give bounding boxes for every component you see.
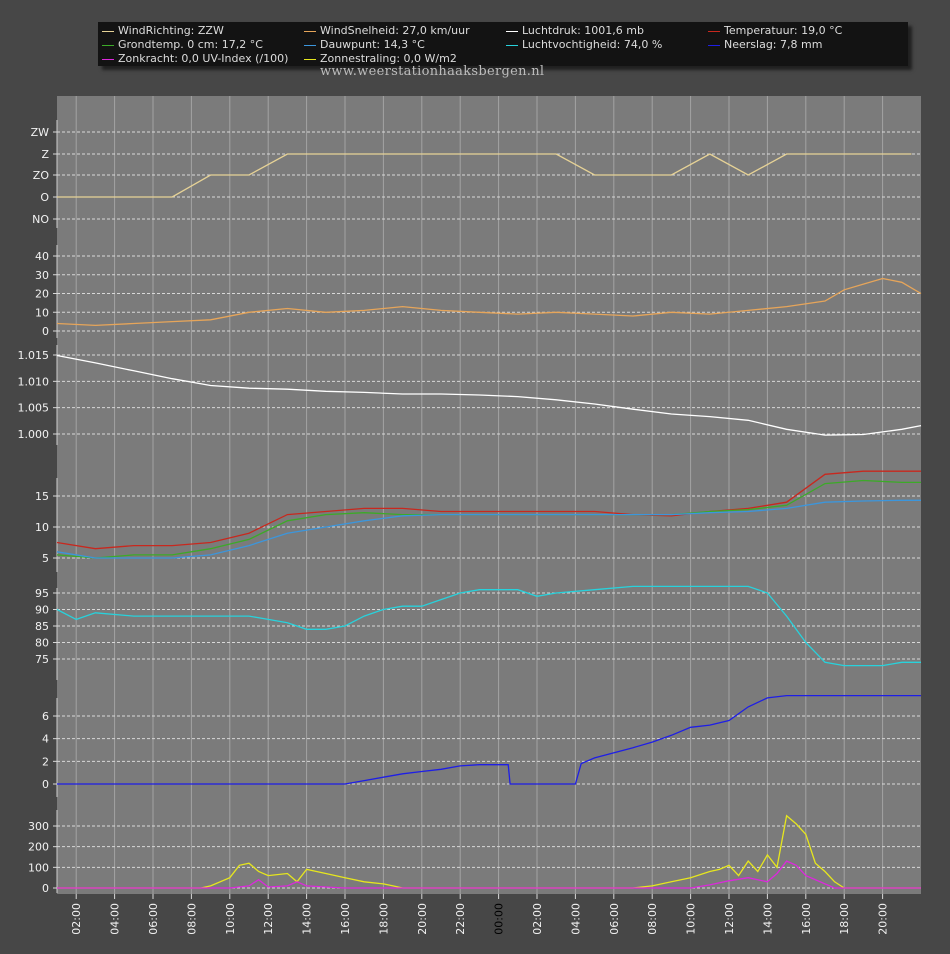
- legend-swatch: [708, 31, 720, 32]
- series-line-temperatuur: [56, 470, 921, 550]
- x-tick-label: 00:00: [493, 903, 506, 935]
- x-tick-label: 18:00: [377, 903, 390, 935]
- series-line-luchtdruk: [56, 354, 922, 436]
- legend-item-zonnestraling: Zonnestraling: 0,0 W/m2: [304, 52, 457, 65]
- x-tick-label: 02:00: [70, 903, 83, 935]
- legend-item-zonkracht: Zonkracht: 0,0 UV-Index (/100): [102, 52, 288, 65]
- legend-swatch: [506, 31, 518, 32]
- y-tick-label: 200: [28, 841, 49, 854]
- legend-item-luchtdruk: Luchtdruk: 1001,6 mb: [506, 24, 644, 37]
- y-tick-label: 15: [35, 490, 49, 503]
- y-tick-label: 0: [42, 882, 49, 895]
- x-tick-label: 10:00: [685, 903, 698, 935]
- x-tick-label: 04:00: [109, 903, 122, 935]
- x-tick-label: 02:00: [531, 903, 544, 935]
- y-tick-label: O: [40, 191, 49, 204]
- watermark: www.weerstationhaaksbergen.nl: [320, 64, 545, 79]
- y-tick-label: 0: [42, 778, 49, 791]
- legend-item-dauwpunt: Dauwpunt: 14,3 °C: [304, 38, 425, 51]
- x-tick-label: 12:00: [723, 903, 736, 935]
- legend: WindRichting: ZZW WindSnelheid: 27,0 km/…: [98, 22, 908, 66]
- x-tick-label: 14:00: [301, 903, 314, 935]
- series-line-windsnelheid: [56, 277, 922, 327]
- series-line-luchtvochtigheid: [56, 585, 921, 667]
- plot-area: [57, 96, 921, 894]
- y-tick-label: 300: [28, 820, 49, 833]
- x-tick-label: 08:00: [646, 903, 659, 935]
- y-tick-label: 85: [35, 620, 49, 633]
- series-line-windrichting: [57, 153, 912, 198]
- y-tick-label: 0: [42, 325, 49, 338]
- x-tick-label: 08:00: [185, 903, 198, 935]
- y-tick-label: 10: [35, 521, 49, 534]
- legend-swatch: [102, 59, 114, 60]
- y-tick-label: 6: [42, 710, 49, 723]
- x-tick-label: 06:00: [147, 903, 160, 935]
- y-tick-label: 95: [35, 587, 49, 600]
- x-tick-label: 20:00: [416, 903, 429, 935]
- x-tick-label: 20:00: [877, 903, 890, 935]
- x-tick-label: 14:00: [761, 903, 774, 935]
- y-tick-label: 30: [35, 269, 49, 282]
- y-tick-label: 40: [35, 250, 49, 263]
- legend-item-grondtemp: Grondtemp. 0 cm: 17,2 °C: [102, 38, 263, 51]
- x-tick-label: 04:00: [569, 903, 582, 935]
- series-line-neerslag: [57, 694, 921, 785]
- y-tick-label: 1.015: [18, 349, 50, 362]
- x-tick-label: 16:00: [339, 903, 352, 935]
- y-tick-label: 90: [35, 604, 49, 617]
- y-tick-label: NO: [32, 213, 49, 226]
- legend-swatch: [708, 45, 720, 46]
- legend-swatch: [102, 45, 114, 46]
- legend-swatch: [506, 45, 518, 46]
- legend-item-luchtvochtigheid: Luchtvochtigheid: 74,0 %: [506, 38, 662, 51]
- x-tick-label: 12:00: [262, 903, 275, 935]
- y-tick-label: 4: [42, 733, 49, 746]
- y-tick-label: 100: [28, 861, 49, 874]
- legend-swatch: [102, 31, 114, 32]
- y-tick-label: 80: [35, 637, 49, 650]
- y-tick-label: 5: [42, 552, 49, 565]
- y-tick-label: 75: [35, 653, 49, 666]
- x-tick-label: 06:00: [608, 903, 621, 935]
- series-line-zonkracht: [57, 860, 921, 889]
- legend-item-neerslag: Neerslag: 7,8 mm: [708, 38, 822, 51]
- x-tick-label: 10:00: [224, 903, 237, 935]
- y-tick-label: 10: [35, 306, 49, 319]
- y-tick-label: 1.005: [18, 402, 50, 415]
- y-tick-label: 2: [42, 755, 49, 768]
- series-line-dauwpunt: [56, 499, 921, 559]
- x-tick-label: 22:00: [454, 903, 467, 935]
- legend-swatch: [304, 31, 316, 32]
- legend-item-temperatuur: Temperatuur: 19,0 °C: [708, 24, 842, 37]
- legend-swatch: [304, 59, 316, 60]
- y-tick-label: 1.000: [18, 428, 50, 441]
- legend-swatch: [304, 45, 316, 46]
- legend-item-windrichting: WindRichting: ZZW: [102, 24, 224, 37]
- x-tick-label: 16:00: [800, 903, 813, 935]
- y-tick-label: ZO: [33, 169, 50, 182]
- y-tick-label: Z: [41, 148, 49, 161]
- y-tick-label: ZW: [31, 126, 50, 139]
- x-tick-label: 18:00: [838, 903, 851, 935]
- y-tick-label: 20: [35, 288, 49, 301]
- legend-item-windsnelheid: WindSnelheid: 27,0 km/uur: [304, 24, 470, 37]
- y-tick-label: 1.010: [18, 375, 50, 388]
